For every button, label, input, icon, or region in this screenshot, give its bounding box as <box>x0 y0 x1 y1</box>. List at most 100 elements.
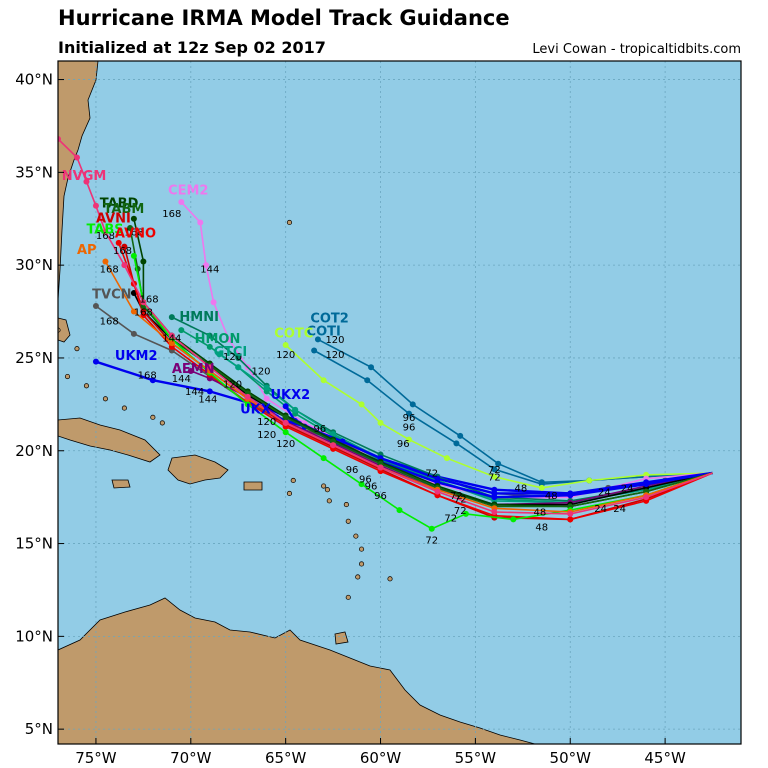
track-point <box>643 479 650 486</box>
track-point <box>206 343 213 350</box>
forecast-hour-label: 144 <box>185 387 204 398</box>
model-label-hmni: HMNI <box>179 310 219 325</box>
forecast-hour-label: 96 <box>346 465 359 476</box>
track-point <box>115 239 122 246</box>
forecast-hour-label: 96 <box>403 413 416 424</box>
axis-tick-labels: 40°N 35°N 30°N 25°N 20°N 15°N 10°N 5°N 75°W 70°W 6… <box>15 71 686 767</box>
track-point <box>83 178 90 185</box>
track-point <box>140 258 147 265</box>
track-point <box>149 377 156 384</box>
lat-tick-label: 40°N <box>15 71 53 89</box>
island <box>326 498 332 504</box>
track-point <box>102 258 109 265</box>
track-point <box>282 429 289 436</box>
track-point <box>510 516 517 523</box>
track-point <box>216 351 223 358</box>
forecast-hour-label: 144 <box>172 374 191 385</box>
track-point <box>377 419 384 426</box>
forecast-hour-label: 96 <box>359 474 372 485</box>
track-point <box>434 488 441 495</box>
forecast-hour-label: 120 <box>325 335 344 346</box>
forecast-hour-label: 168 <box>100 317 119 328</box>
track-point <box>206 364 213 371</box>
lon-tick-label: 65°W <box>265 749 307 767</box>
forecast-hour-label: 72 <box>450 491 463 502</box>
forecast-hour-label: 24 <box>594 504 607 515</box>
track-hmni <box>171 316 713 502</box>
forecast-hour-label: 120 <box>223 352 242 363</box>
forecast-hour-label: 72 <box>444 513 457 524</box>
model-label-ukx2: UKX2 <box>270 388 310 403</box>
island <box>37 322 41 326</box>
lon-tick-label: 75°W <box>75 749 117 767</box>
track-point <box>428 525 435 532</box>
track-point <box>58 135 61 142</box>
track-point <box>491 490 498 497</box>
hispaniola <box>167 454 229 485</box>
forecast-hour-label: 72 <box>454 506 467 517</box>
model-label-ukx: UKX <box>240 403 271 418</box>
track-point <box>178 327 185 334</box>
track-point <box>130 330 137 337</box>
forecast-hour-label: 24 <box>598 487 611 498</box>
small-islands <box>37 219 393 600</box>
track-point <box>168 314 175 321</box>
lon-tick-label: 60°W <box>360 749 402 767</box>
forecast-hour-label: 120 <box>251 367 270 378</box>
lat-tick-label: 15°N <box>15 535 53 553</box>
forecast-hour-label: 96 <box>313 424 326 435</box>
lon-tick-label: 50°W <box>550 749 592 767</box>
credit-text: Levi Cowan - tropicaltidbits.com <box>532 42 741 57</box>
track-point <box>462 510 469 517</box>
track-point <box>396 507 403 514</box>
forecast-hour-label: 120 <box>325 350 344 361</box>
model-label-ap: AP <box>77 243 97 258</box>
track-point <box>311 347 318 354</box>
track-point <box>405 436 412 443</box>
island <box>359 546 365 552</box>
lat-tick-label: 5°N <box>25 720 53 738</box>
track-point <box>168 332 175 339</box>
track-point <box>178 199 185 206</box>
track-point <box>235 364 242 371</box>
track-point <box>495 460 502 467</box>
track-point <box>130 308 137 315</box>
track-point <box>244 401 251 408</box>
forecast-hour-label: 48 <box>545 491 558 502</box>
map-frame <box>57 60 742 745</box>
track-point <box>292 406 299 413</box>
island <box>321 483 327 489</box>
track-point <box>130 289 137 296</box>
lat-tick-label: 25°N <box>15 349 53 367</box>
model-label-tabs: TABS <box>86 223 123 238</box>
forecast-hour-label: 72 <box>488 465 501 476</box>
island <box>286 490 293 496</box>
forecast-hour-label: 168 <box>124 227 143 238</box>
forecast-hour-label: 144 <box>200 265 219 276</box>
track-point <box>491 466 498 473</box>
forecast-hour-label: 168 <box>140 294 159 305</box>
model-label-hmon: HMON <box>195 332 241 347</box>
init-time-subtitle: Initialized at 12z Sep 02 2017 <box>58 38 326 57</box>
forecast-hour-label: 48 <box>535 523 548 534</box>
model-label-cem2: CEM2 <box>168 184 208 199</box>
forecast-hour-label: 144 <box>162 333 181 344</box>
track-point <box>206 332 213 339</box>
forecast-hour-label: 120 <box>257 430 276 441</box>
lat-tick-label: 20°N <box>15 442 53 460</box>
lat-tick-label: 35°N <box>15 163 53 181</box>
track-point <box>453 440 460 447</box>
track-nvgm <box>58 138 713 515</box>
forecast-hour-label: 96 <box>403 422 416 433</box>
track-point <box>73 154 80 161</box>
track-point <box>140 299 147 306</box>
forecast-hour-label: 48 <box>515 484 528 495</box>
lat-lon-grid <box>58 61 741 744</box>
track-point <box>405 410 412 417</box>
island <box>324 487 330 493</box>
track-point <box>434 475 441 482</box>
model-label-gtci: GTCI <box>214 345 248 360</box>
track-point <box>567 516 574 523</box>
